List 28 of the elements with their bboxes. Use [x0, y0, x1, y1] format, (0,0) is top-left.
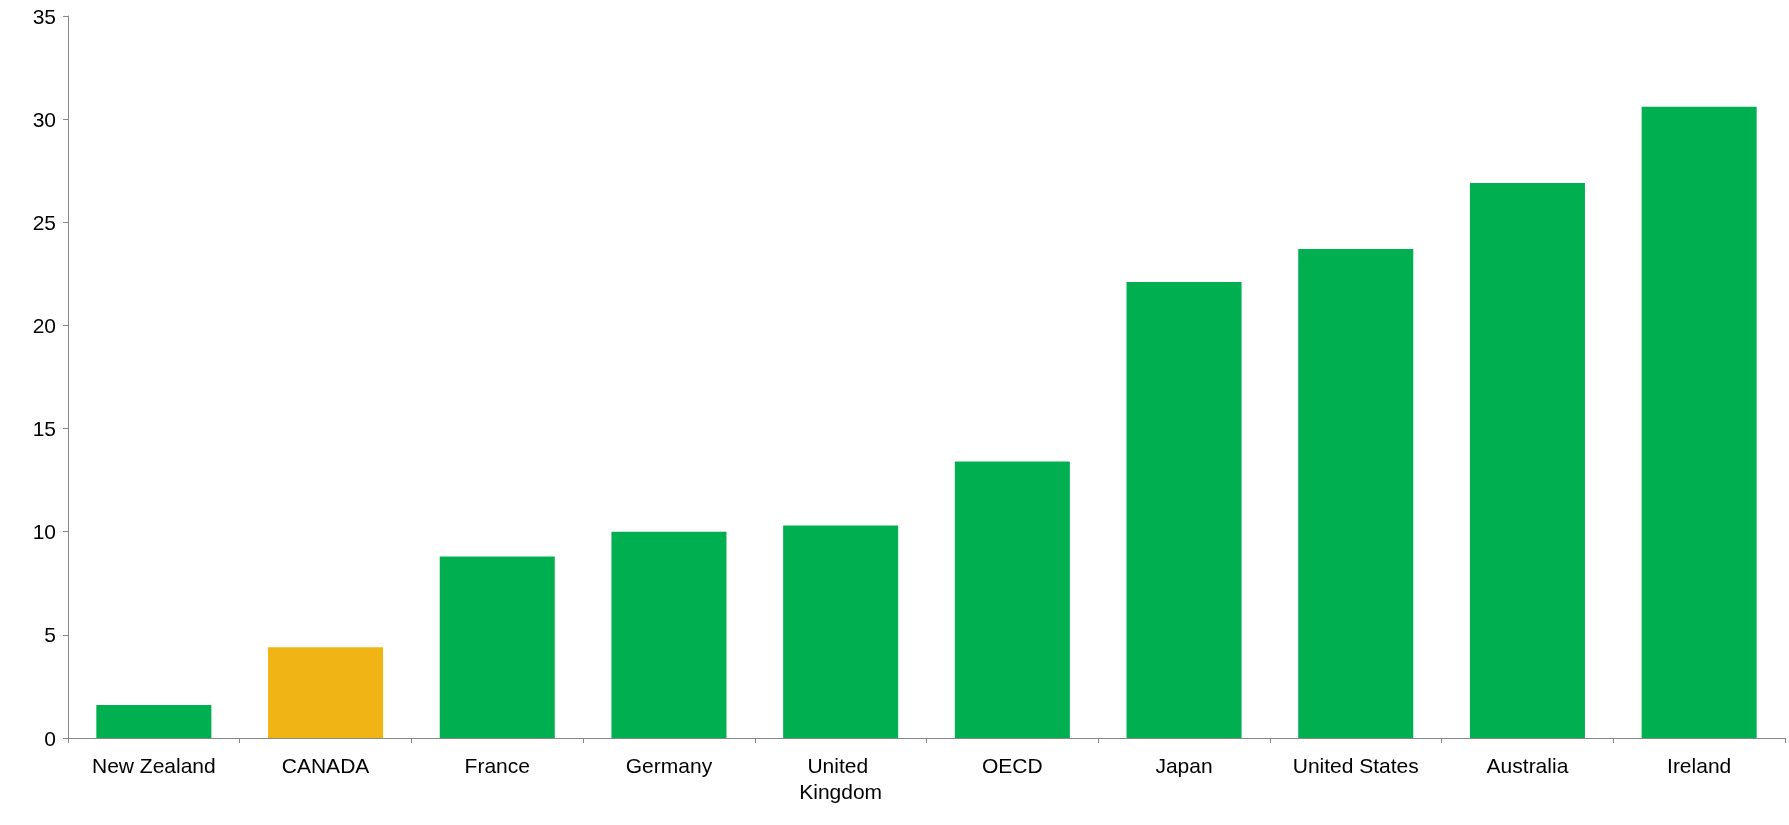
y-tick-label: 20	[32, 313, 56, 337]
y-tick-label: 30	[32, 107, 56, 131]
bar	[1298, 249, 1414, 738]
bar	[439, 556, 555, 738]
bar	[1126, 282, 1242, 738]
bar	[96, 704, 212, 738]
bar	[954, 461, 1070, 738]
y-tick-label: 15	[32, 417, 56, 441]
bar	[1469, 183, 1585, 738]
x-tick-label: Ireland	[1667, 753, 1732, 777]
x-tick-label: OECD	[982, 753, 1043, 777]
bar	[783, 525, 899, 738]
y-tick-label: 35	[32, 4, 56, 28]
x-tick-label: United States	[1292, 753, 1419, 777]
x-tick-label: Australia	[1486, 753, 1569, 777]
x-tick-label: United Kingdom	[799, 753, 883, 803]
y-tick-label: 25	[32, 210, 56, 234]
x-tick-label: Japan	[1155, 753, 1213, 777]
bar	[1641, 106, 1757, 738]
y-tick-label: 5	[44, 623, 56, 647]
y-tick-label: 10	[32, 520, 56, 544]
y-tick-label: 0	[44, 726, 56, 750]
bar	[611, 531, 727, 738]
x-tick-label: France	[464, 753, 530, 777]
x-tick-label: CANADA	[281, 753, 370, 777]
x-tick-label: Germany	[625, 753, 713, 777]
x-tick-label: New Zealand	[91, 753, 216, 777]
bar	[268, 647, 384, 738]
